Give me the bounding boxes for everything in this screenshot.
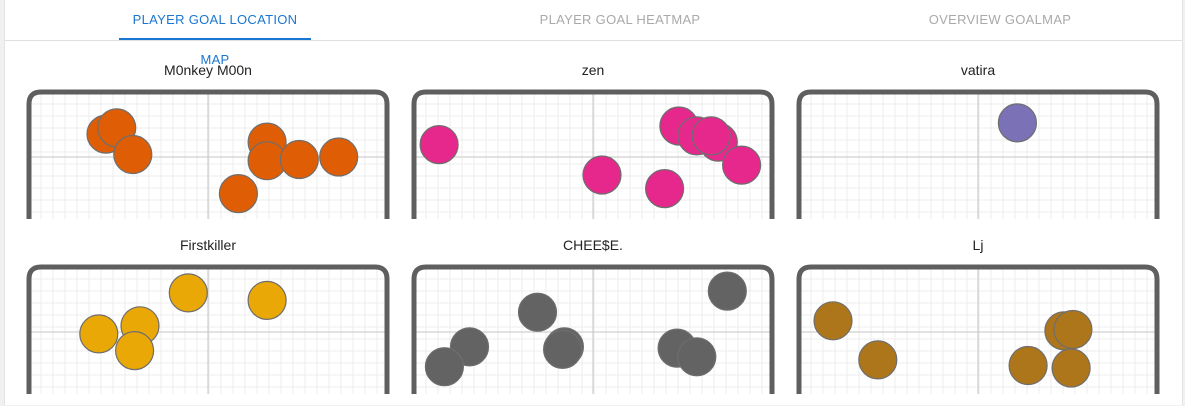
goal-point bbox=[722, 145, 762, 185]
goal-chart-cheese bbox=[411, 264, 775, 394]
goal-point bbox=[707, 271, 747, 311]
goalmap-card: PLAYER GOAL LOCATION MAP PLAYER GOAL HEA… bbox=[4, 0, 1183, 405]
goal-point bbox=[691, 116, 731, 156]
panel-title: CHEE$E. bbox=[563, 237, 623, 253]
goal-point bbox=[1008, 345, 1048, 386]
goal-point bbox=[419, 124, 459, 165]
goal-point bbox=[79, 314, 119, 354]
goal-point bbox=[543, 329, 583, 370]
goal-frame bbox=[26, 89, 390, 219]
goalmap-panel-vatira: vatira bbox=[794, 61, 1162, 231]
goal-point bbox=[424, 347, 465, 387]
goal-point bbox=[279, 139, 319, 180]
goalmap-panel-cheese: CHEE$E. bbox=[409, 236, 777, 406]
goal-point bbox=[997, 103, 1037, 143]
goal-chart-monkey-moon bbox=[26, 89, 390, 219]
goal-point bbox=[168, 273, 208, 313]
goal-chart-lj bbox=[796, 264, 1160, 394]
goal-point bbox=[858, 340, 898, 380]
goal-point bbox=[1051, 348, 1091, 388]
tab-player-goal-heatmap[interactable]: PLAYER GOAL HEATMAP bbox=[539, 12, 701, 27]
goal-chart-vatira bbox=[796, 89, 1160, 219]
goal-point bbox=[677, 337, 717, 377]
tab-overview-goalmap[interactable]: OVERVIEW GOALMAP bbox=[928, 12, 1072, 27]
panel-title: vatira bbox=[960, 62, 996, 78]
goal-point bbox=[247, 280, 287, 321]
panel-title: M0nkey M00n bbox=[164, 62, 252, 78]
panel-title: zen bbox=[581, 62, 605, 78]
goal-point bbox=[319, 137, 359, 177]
goal-frame bbox=[411, 89, 775, 219]
goalmap-panel-zen: zen bbox=[409, 61, 777, 231]
goal-frame bbox=[411, 264, 775, 394]
goal-point bbox=[645, 168, 685, 209]
goal-frame bbox=[796, 264, 1160, 394]
goal-frame bbox=[26, 264, 390, 394]
goalmap-panel-monkey-moon: M0nkey M00n bbox=[24, 61, 392, 231]
goal-point bbox=[113, 134, 153, 175]
goalmap-panel-lj: Lj bbox=[794, 236, 1162, 406]
goal-point bbox=[114, 330, 155, 371]
goal-point bbox=[517, 292, 558, 332]
goal-chart-firstkiller bbox=[26, 264, 390, 394]
goal-point bbox=[813, 301, 853, 341]
goal-chart-zen bbox=[411, 89, 775, 219]
panel-title: Lj bbox=[972, 237, 984, 253]
goal-frame bbox=[796, 89, 1160, 219]
tab-player-goal-location-map[interactable]: PLAYER GOAL LOCATION MAP bbox=[119, 0, 311, 67]
panel-title: Firstkiller bbox=[180, 237, 236, 253]
goal-point bbox=[1053, 309, 1093, 350]
goal-point bbox=[582, 155, 622, 195]
goalmap-panel-firstkiller: Firstkiller bbox=[24, 236, 392, 406]
goal-point bbox=[218, 173, 258, 214]
tab-bar: PLAYER GOAL LOCATION MAP PLAYER GOAL HEA… bbox=[5, 0, 1182, 67]
